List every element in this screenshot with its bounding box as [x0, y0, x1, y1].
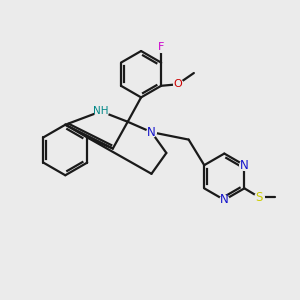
- Text: NH: NH: [93, 106, 109, 116]
- Text: S: S: [256, 191, 263, 204]
- Text: F: F: [158, 42, 164, 52]
- Text: N: N: [220, 194, 229, 206]
- Text: N: N: [240, 159, 249, 172]
- Text: N: N: [147, 126, 156, 139]
- Text: O: O: [173, 79, 182, 89]
